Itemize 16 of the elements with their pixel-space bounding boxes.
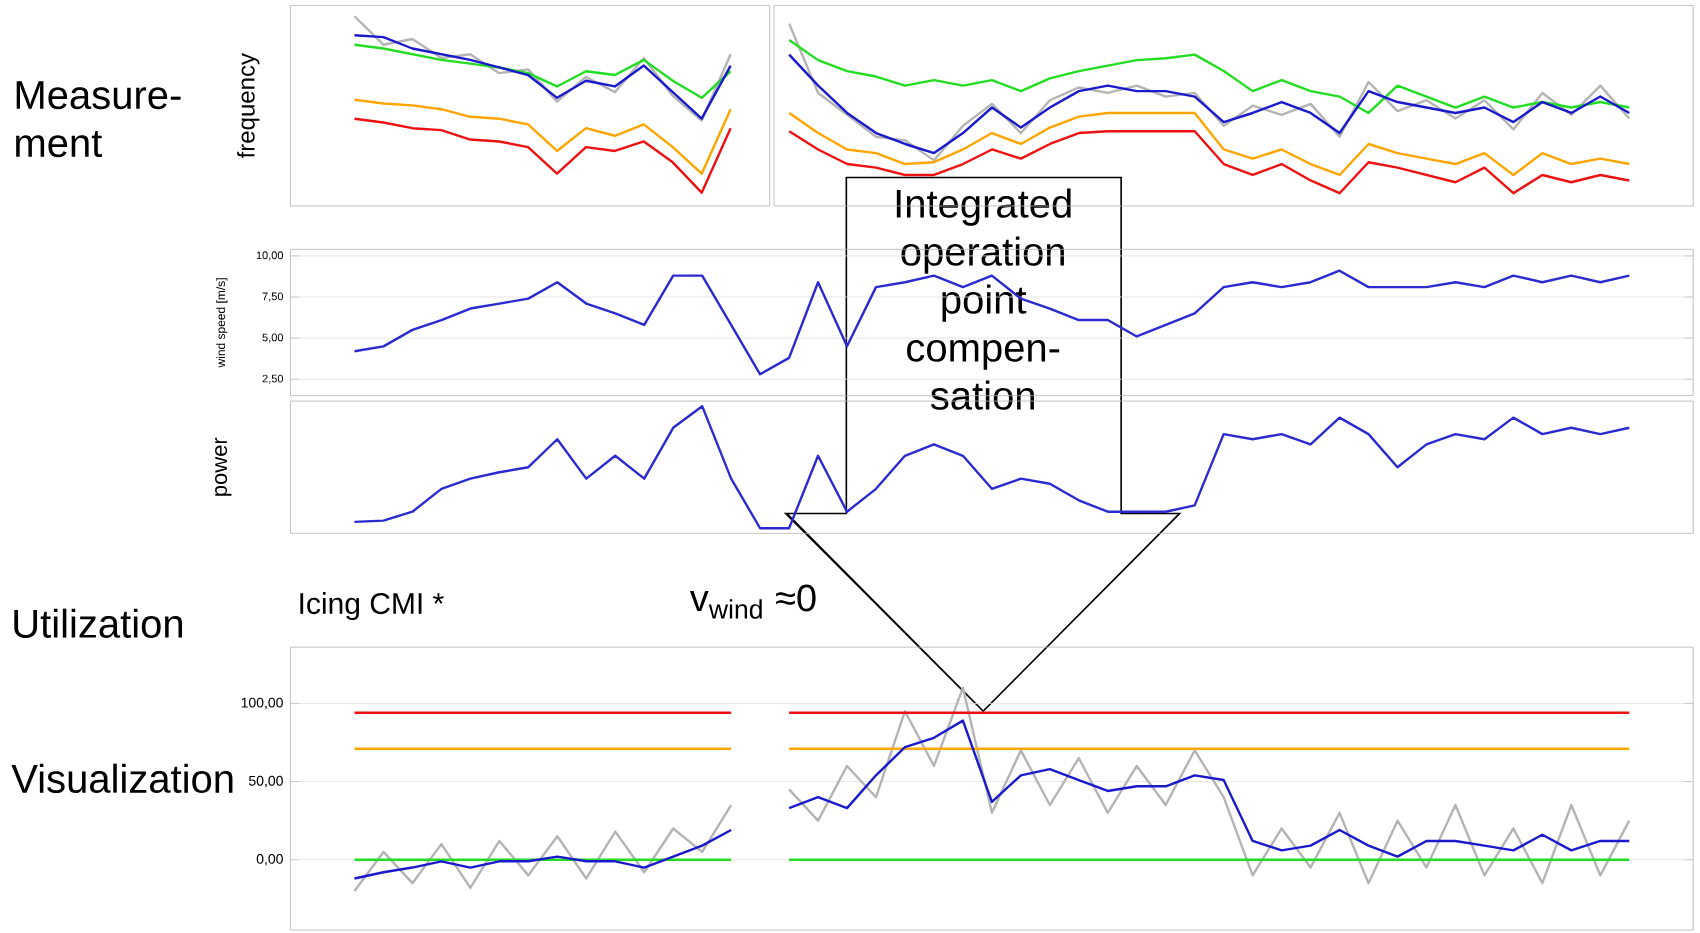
- y-tick-label: 2,50: [262, 374, 284, 384]
- y-axis-title: wind speed [m/s]: [216, 278, 228, 368]
- y-tick-label: 10,00: [256, 251, 284, 261]
- annotation: Integrated operation point compen-sation: [896, 188, 1071, 410]
- y-axis-title: frequency: [237, 53, 260, 159]
- y-tick-label: 100,00: [241, 697, 283, 710]
- y-axis-title: power: [215, 437, 232, 496]
- chart-title: Icing CMI *: [300, 592, 444, 621]
- y-tick-label: 5,00: [262, 333, 284, 343]
- y-tick-label: 50,00: [248, 775, 283, 788]
- text: v$_{wind}$ ≈0: [689, 584, 816, 619]
- y-tick-label: 0,00: [256, 853, 283, 866]
- text: Measure-ment: [16, 81, 181, 158]
- y-tick-label: 7,50: [262, 292, 284, 302]
- text: Utilization: [14, 608, 182, 638]
- text: Visualization: [11, 763, 233, 793]
